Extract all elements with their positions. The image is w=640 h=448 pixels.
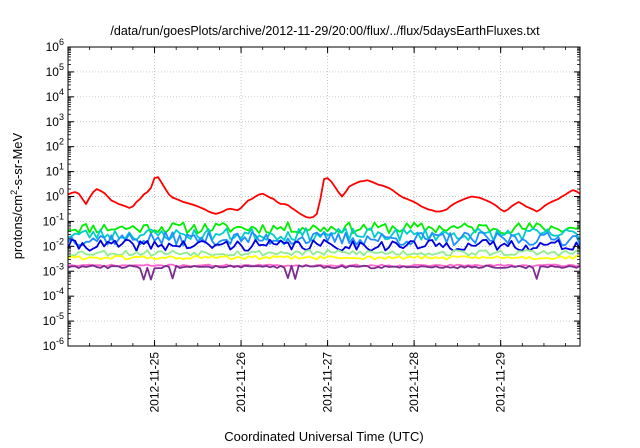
x-tick-label: 2012-11-29 [494,352,508,413]
y-tick-label: 10-3 [43,261,64,278]
y-tick-label: 103 [46,112,64,129]
y-tick-label: 104 [46,87,64,104]
series-line-7 [67,254,581,261]
series-line-1 [67,176,581,219]
y-tick-label: 101 [46,162,64,179]
y-tick-label: 105 [46,62,64,79]
y-axis-label-sup: 2 [9,190,19,195]
chart-title: /data/run/goesPlots/archive/2012-11-29/2… [110,24,540,38]
series-line-9 [67,264,581,281]
y-tick-label: 106 [46,37,64,54]
y-axis: 10-6 10-5 10-4 10-3 10-2 10-1 100 101 102 103 104 1… [43,37,580,353]
series-line-6 [67,248,581,257]
x-tick-label: 2012-11-25 [148,352,162,413]
y-axis-label-prefix: protons/cm [10,195,25,259]
y-tick-label: 10-1 [43,211,64,228]
y-axis-label: protons/cm2-s-sr-MeV [9,132,25,259]
series-line-5 [67,238,581,252]
x-axis: 2012-11-25 2012-11-26 2012-11-27 2012-11-28… [67,47,566,413]
series-line-8 [67,263,581,268]
y-tick-label: 10-2 [43,236,64,253]
x-tick-label: 2012-11-26 [234,352,248,413]
y-tick-label: 10-6 [43,336,64,353]
y-tick-label: 10-4 [43,286,64,303]
series-line-4 [67,231,581,247]
y-tick-label: 10-5 [43,311,64,328]
x-axis-label: Coordinated Universal Time (UTC) [224,429,423,444]
x-tick-label: 2012-11-27 [321,352,335,413]
series-layer [67,176,581,281]
y-tick-label: 102 [46,137,64,154]
x-tick-label: 2012-11-28 [407,352,421,413]
y-axis-label-suffix: -s-sr-MeV [10,132,25,189]
y-tick-label: 100 [46,187,64,204]
grid [68,47,580,346]
